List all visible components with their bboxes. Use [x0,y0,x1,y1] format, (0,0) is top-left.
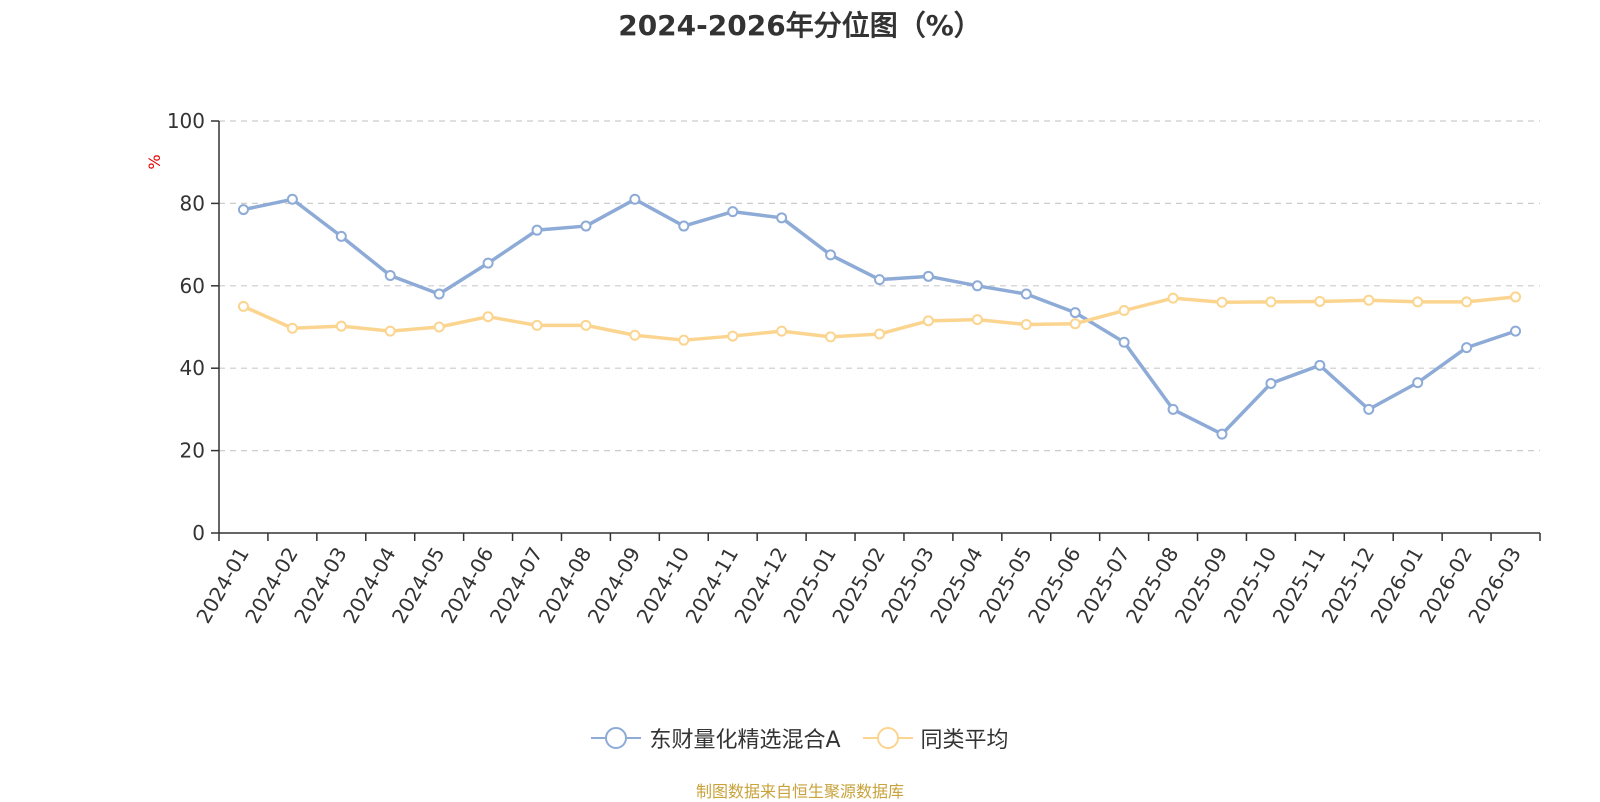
series-1-point[interactable] [531,224,543,236]
series-2-point[interactable] [825,331,837,343]
legend-swatch-icon [862,727,913,749]
series-line-1 [243,197,1517,436]
series-1-point[interactable] [1363,403,1375,415]
series-2-point[interactable] [1510,291,1522,303]
series-2-point[interactable] [678,334,690,346]
series-1-point[interactable] [580,220,592,232]
series-2-point[interactable] [874,328,885,340]
series-1-point[interactable] [629,193,641,205]
series-1-point[interactable] [1412,377,1424,389]
y-axis-unit-label: % [145,154,164,169]
legend-label: 同类平均 [920,728,1009,753]
y-tick-label: 40 [180,356,205,380]
series-1-point[interactable] [874,274,885,286]
series-layer [237,193,1522,440]
series-1-point[interactable] [1216,428,1228,440]
series-1-point[interactable] [825,249,837,261]
series-1-point[interactable] [776,212,788,224]
series-2-point[interactable] [531,319,543,331]
series-2-point[interactable] [1314,295,1326,307]
series-1-point[interactable] [1314,359,1326,371]
series-2-point[interactable] [580,319,592,331]
y-tick-label: 80 [180,191,205,215]
series-2-point[interactable] [384,325,396,337]
series-2-point[interactable] [1461,296,1473,308]
series-2-point[interactable] [971,314,983,326]
y-tick-label: 60 [180,274,205,298]
y-tick-label: 20 [180,439,205,463]
grid-lines [219,120,1540,452]
series-1-point[interactable] [1118,336,1130,348]
series-2-point[interactable] [482,311,494,323]
series-1-point[interactable] [1510,325,1522,337]
source-note: 制图数据来自恒生聚源数据库 [695,782,904,801]
series-1-point[interactable] [384,270,396,281]
series-1-point[interactable] [237,204,249,216]
series-2-point[interactable] [1167,292,1179,304]
legend: 东财量化精选混合A 同类平均 [0,722,1600,754]
series-2-point[interactable] [1020,319,1032,331]
series-2-point[interactable] [1216,296,1228,308]
series-2-point[interactable] [335,320,347,332]
chart-title: 2024-2026年分位图（%） [618,9,982,42]
series-1-point[interactable] [1265,377,1277,389]
series-2-point[interactable] [1265,296,1277,308]
series-2-point[interactable] [1363,294,1375,306]
series-2-point[interactable] [776,325,788,337]
series-1-point[interactable] [1069,307,1081,319]
series-1-point[interactable] [433,288,445,300]
series-1-point[interactable] [922,270,934,282]
series-1-point[interactable] [678,220,690,232]
series-2-point[interactable] [1069,318,1081,330]
series-1-point[interactable] [482,257,494,269]
series-1-point[interactable] [971,280,983,292]
series-1-point[interactable] [727,206,739,218]
series-1-point[interactable] [1167,403,1179,415]
series-1-point[interactable] [335,230,347,242]
y-tick-label: 100 [167,109,205,133]
series-2-point[interactable] [629,329,641,341]
series-2-point[interactable] [922,315,934,327]
series-2-point[interactable] [286,322,298,334]
series-1-point[interactable] [1020,288,1032,300]
legend-label: 东财量化精选混合A [649,728,841,753]
series-1-point[interactable] [286,193,298,205]
series-2-point[interactable] [727,330,739,342]
series-2-point[interactable] [433,321,445,333]
series-1-point[interactable] [1461,342,1473,354]
legend-item-2[interactable]: 同类平均 [862,722,1009,754]
legend-swatch-icon [591,727,642,749]
series-2-point[interactable] [237,300,249,312]
legend-item-1[interactable]: 东财量化精选混合A [591,722,841,754]
series-2-point[interactable] [1118,305,1130,317]
series-2-point[interactable] [1412,296,1424,308]
y-tick-label: 0 [192,521,205,545]
